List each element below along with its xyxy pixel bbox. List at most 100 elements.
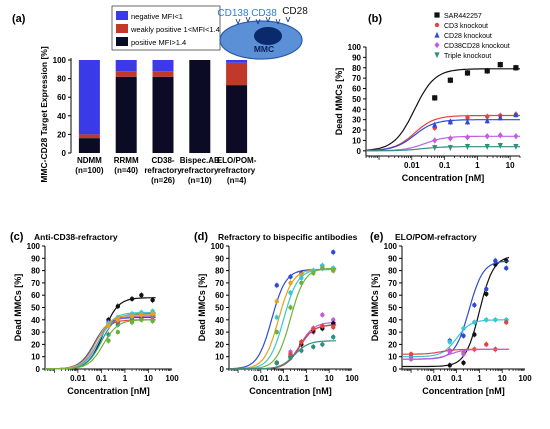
- y-tick-label: 100: [348, 43, 362, 52]
- legend-marker: [434, 22, 440, 28]
- bar-segment: [226, 62, 248, 86]
- bar-segment: [226, 60, 248, 63]
- data-point: [320, 342, 325, 347]
- legend-marker: [434, 12, 440, 18]
- category-label: CD38-: [151, 156, 174, 165]
- legend-marker: [434, 31, 440, 38]
- receptor-icon: [255, 18, 261, 25]
- data-point: [150, 297, 155, 303]
- data-point: [288, 280, 293, 286]
- legend-label: Triple knockout: [444, 53, 491, 60]
- data-point: [497, 143, 503, 149]
- data-point: [408, 356, 414, 362]
- legend-marker: [434, 52, 440, 59]
- x-tick-label: 0.01: [70, 374, 86, 383]
- data-point: [129, 313, 135, 319]
- cell-label: MMC: [254, 44, 274, 54]
- x-tick-label: 10: [144, 374, 153, 383]
- legend-label: CD38CD28 knockout: [444, 43, 510, 50]
- data-point: [484, 286, 489, 292]
- y-tick-label: 90: [215, 254, 224, 263]
- category-label: refractory: [218, 166, 256, 175]
- x-tick-label: 100: [165, 374, 179, 383]
- data-point: [115, 329, 121, 335]
- data-point: [299, 275, 304, 281]
- legend-swatch: [116, 37, 128, 46]
- legend-label: CD3 knockout: [444, 23, 488, 30]
- category-label: NDMM: [77, 156, 102, 165]
- x-tick-label: 0.1: [451, 374, 463, 383]
- data-point: [484, 342, 489, 347]
- y-tick-label: 80: [352, 64, 361, 73]
- y-tick-label: 70: [31, 279, 40, 288]
- category-label: Bispec.AB: [180, 156, 220, 165]
- data-point: [447, 339, 452, 345]
- x-tick-label: 0.01: [253, 374, 269, 383]
- data-point: [106, 323, 111, 329]
- data-point: [465, 115, 470, 120]
- y-tick-label: 100: [27, 242, 41, 251]
- legend-label: positive MFI>1.4: [131, 38, 186, 47]
- data-point: [484, 291, 489, 297]
- data-point: [274, 283, 279, 288]
- data-point: [472, 320, 477, 325]
- data-point: [311, 344, 316, 350]
- data-point: [484, 317, 489, 322]
- y-axis-label: Dead MMCs [%]: [370, 274, 380, 342]
- panel-label: (b): [368, 13, 382, 25]
- y-tick-label: 50: [31, 304, 40, 313]
- marker-label-cd38: CD38: [251, 8, 277, 19]
- x-tick-label: 1: [477, 374, 482, 383]
- legend-swatch: [116, 24, 128, 33]
- y-tick-label: 60: [388, 291, 397, 300]
- legend-label: weakly positive 1<MFI<1.4: [130, 25, 220, 34]
- panel-title: Anti-CD38-refractory: [34, 232, 118, 242]
- legend-label: negative MFI<1: [131, 12, 183, 21]
- data-point: [464, 144, 471, 150]
- data-point: [139, 293, 144, 298]
- x-tick-label: 0.1: [96, 374, 108, 383]
- panel-a: (a) 0 20 40 60 80 100 MMC-CD28 Target Expressio…: [12, 5, 308, 185]
- y-tick-label: 50: [215, 304, 224, 313]
- data-point: [288, 352, 293, 357]
- data-point: [331, 324, 336, 330]
- data-point: [447, 349, 452, 354]
- data-point: [513, 65, 519, 71]
- data-point: [129, 296, 135, 302]
- data-point: [129, 320, 135, 325]
- data-point: [299, 348, 304, 353]
- fit-curve: [229, 340, 337, 370]
- panel-label: (e): [370, 231, 384, 243]
- y-tick-label: 20: [388, 340, 397, 349]
- bar-segment: [152, 76, 174, 153]
- y-tick-label: 20: [31, 340, 40, 349]
- fit-curve: [402, 256, 510, 368]
- data-point: [288, 305, 293, 310]
- data-point: [485, 114, 490, 119]
- y-tick-label: 90: [388, 254, 397, 263]
- data-point: [447, 363, 452, 368]
- data-point: [150, 311, 155, 316]
- y-tick-label: 30: [31, 328, 40, 337]
- bar-segment: [226, 85, 248, 153]
- x-tick-label: 100: [345, 374, 359, 383]
- fit-curve: [366, 119, 520, 152]
- panel-label: (d): [194, 231, 208, 243]
- y-tick-label: 50: [352, 95, 361, 104]
- y-tick-label: 70: [352, 74, 361, 83]
- data-point: [432, 95, 438, 101]
- y-tick-label: 40: [388, 316, 397, 325]
- marker-label-cd138: CD138: [217, 8, 249, 19]
- y-tick-label: 100: [384, 242, 398, 251]
- legend-label: CD28 knockout: [444, 33, 492, 40]
- x-tick-label: 10: [325, 374, 334, 383]
- data-point: [432, 145, 438, 151]
- receptor-icon: [235, 18, 241, 25]
- y-tick-label: 80: [215, 267, 224, 276]
- data-point: [484, 117, 490, 124]
- y-tick-label: 90: [352, 53, 361, 62]
- fit-curve: [229, 324, 337, 370]
- fit-curve: [365, 68, 520, 151]
- y-tick-label: 40: [352, 105, 361, 114]
- y-tick-label: 100: [53, 56, 67, 65]
